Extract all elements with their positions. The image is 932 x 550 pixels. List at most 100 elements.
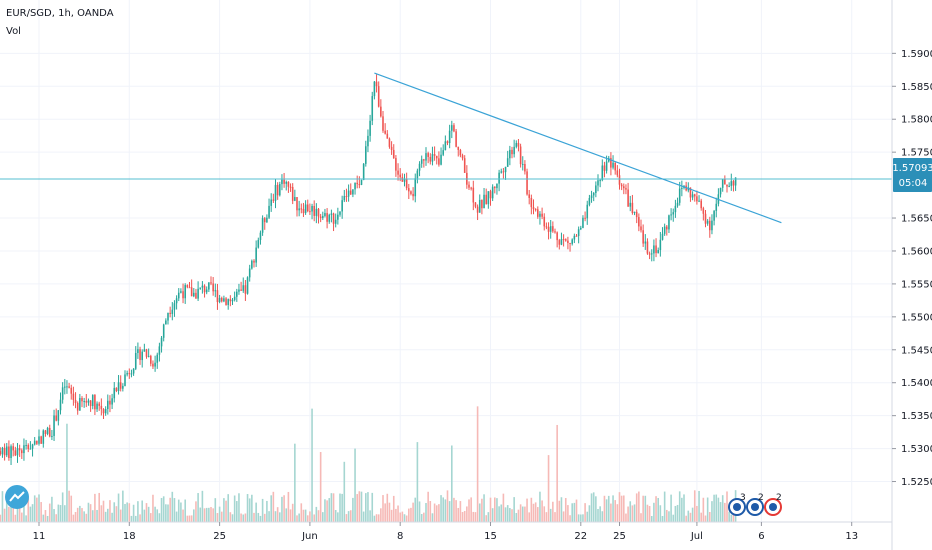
price-tick-label: 1.57500 [901,148,932,159]
volume-bar [661,515,664,522]
time-tick-label: 25 [613,531,626,542]
candle-body [403,179,406,182]
candle-body [309,211,311,213]
volume-bar [715,494,718,522]
candle-body [302,209,305,214]
candle-body [152,363,154,367]
volume-bar [76,507,79,522]
volume-bar [132,504,135,522]
candle-body [91,395,94,407]
candle-body [64,386,66,388]
candle-body [343,196,346,201]
volume-bar [18,504,21,522]
volume-bar [571,503,573,522]
candle-body [696,196,698,202]
volume-bar [444,499,447,522]
candle-body [513,146,515,155]
volume-bar [506,505,509,522]
volume-bar [431,513,434,522]
candle-body [713,210,715,221]
candle-body [210,282,212,284]
volume-bar [1,491,4,522]
candle-body [569,242,571,244]
candle-body [313,205,315,216]
volume-bar [104,511,107,522]
volume-bar [466,506,468,522]
volume-bar [494,497,496,522]
event-badge-1[interactable]: 3 [728,493,746,516]
volume-bar [0,514,2,522]
volume-bar [569,515,571,522]
volume-bar [614,500,616,522]
time-tick-label: 11 [33,531,46,542]
candle-body [55,415,57,421]
candle-body [646,241,649,254]
candle-body [227,299,229,305]
candle-body [678,188,681,203]
candle-body [448,130,451,144]
time-tick-label: 22 [574,531,587,542]
candle-body [51,435,53,437]
candle-body [53,415,55,436]
candle-body [567,240,569,243]
volume-bar [399,512,401,522]
candle-body [276,184,279,196]
candle-body [575,235,578,237]
volume-bar [618,492,621,522]
event-badge-2[interactable]: 2 [746,493,764,516]
volume-bar [102,500,105,522]
volume-bar [225,500,227,522]
candle-body [556,232,558,241]
candle-body [610,157,612,168]
volume-bar [199,507,202,522]
candle-body [272,199,275,201]
candle-body [300,208,303,210]
event-badge-3[interactable]: 2 [764,493,782,516]
volume-bar [362,511,365,522]
volume-bar [476,406,479,522]
candle-body [648,253,651,255]
volume-bar [408,508,410,522]
volume-bar [42,514,45,522]
volume-bar [134,515,137,522]
candle-body [435,155,438,159]
candle-body [650,253,653,255]
candle-body [0,451,2,455]
volume-bar [61,492,64,522]
volume-bar [534,502,537,522]
volume-bar [384,503,386,522]
candle-body [564,239,567,241]
bar-countdown-label: 05:04 [899,178,928,189]
candle-body [341,200,343,212]
volume-bar [392,495,395,522]
candle-body [59,399,62,411]
candle-body [719,187,722,195]
volume-bar [653,502,655,522]
volume-bar [304,509,307,522]
candle-body [461,155,464,159]
symbol-title[interactable]: EUR/SGD, 1h, OANDA [6,8,114,19]
volume-bar [330,493,333,522]
volume-bar [177,499,180,522]
trendline [374,72,782,224]
candle-body [640,226,642,231]
volume-bar [66,423,68,522]
volume-bar [633,504,636,522]
candle-body [425,153,427,161]
volume-bar [732,512,735,522]
candle-body [397,170,399,175]
time-tick-label: Jul [690,531,703,542]
volume-bar [214,498,217,522]
candle-body [519,146,522,165]
candle-body [539,213,541,217]
candle-body [416,170,419,179]
volume-bar [216,513,219,522]
candle-body [72,393,75,401]
candle-body [334,219,337,224]
candle-body [156,354,159,363]
volume-bar [687,510,690,522]
tradingview-logo-icon[interactable] [4,484,30,510]
volume-bar [541,500,543,522]
volume-indicator-label[interactable]: Vol [6,26,21,37]
